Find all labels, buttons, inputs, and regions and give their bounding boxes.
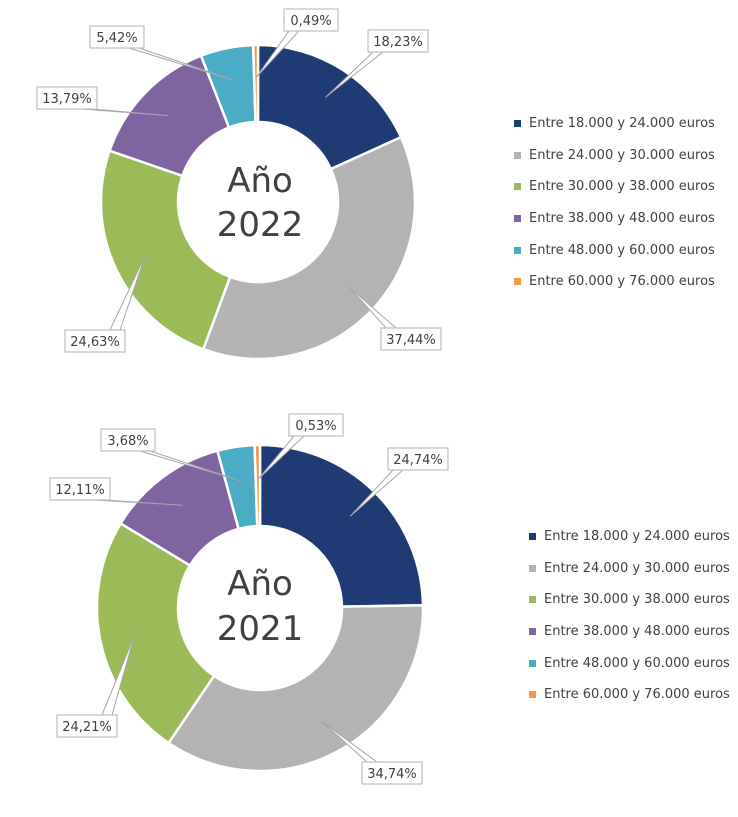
data-label: 34,74% bbox=[367, 767, 417, 782]
data-label: 0,49% bbox=[290, 14, 331, 29]
data-label: 37,44% bbox=[386, 333, 436, 348]
donut-slice bbox=[251, 43, 260, 124]
data-label: 18,23% bbox=[373, 35, 423, 50]
data-label-box bbox=[89, 25, 145, 49]
data-label-box bbox=[56, 714, 118, 738]
center-label-line2-2021: 2021 bbox=[217, 609, 304, 649]
legend-swatch bbox=[514, 215, 521, 223]
data-label-box bbox=[283, 8, 339, 32]
data-labels-2022: 18,23% 37,44% 24,63% 13,79% 5,42% 0,49% bbox=[36, 8, 442, 353]
legend-item: Entre 30.000 y 38.000 euros bbox=[514, 171, 715, 203]
data-label: 5,42% bbox=[96, 31, 137, 46]
legend-item: Entre 38.000 y 48.000 euros bbox=[529, 616, 730, 648]
legend-swatch bbox=[529, 596, 536, 604]
data-label: 13,79% bbox=[42, 92, 92, 107]
legend-item: Entre 48.000 y 60.000 euros bbox=[514, 234, 715, 266]
legend-swatch bbox=[529, 691, 536, 699]
donut-slice bbox=[201, 135, 417, 361]
legend-swatch bbox=[529, 659, 536, 667]
legend-item: Entre 60.000 y 76.000 euros bbox=[529, 679, 730, 711]
legend-swatch bbox=[529, 564, 536, 572]
data-label-box bbox=[367, 29, 429, 53]
data-label: 3,68% bbox=[107, 434, 148, 449]
donut-slice bbox=[99, 149, 232, 351]
legend-swatch bbox=[514, 246, 521, 254]
legend-swatch bbox=[529, 533, 536, 541]
data-label: 12,11% bbox=[55, 483, 105, 498]
legend-label: Entre 48.000 y 60.000 euros bbox=[544, 655, 730, 671]
legend-label: Entre 30.000 y 38.000 euros bbox=[544, 592, 730, 608]
data-label-box bbox=[100, 428, 156, 452]
data-label: 24,74% bbox=[393, 453, 443, 468]
data-label-box bbox=[49, 477, 111, 501]
donut-slice bbox=[166, 604, 425, 773]
legend-swatch bbox=[514, 151, 521, 159]
legend-item: Entre 60.000 y 76.000 euros bbox=[514, 266, 715, 298]
legend-label: Entre 48.000 y 60.000 euros bbox=[529, 242, 715, 258]
donut-slice bbox=[95, 521, 216, 745]
legend-label: Entre 18.000 y 24.000 euros bbox=[529, 116, 715, 132]
data-label-box bbox=[361, 761, 423, 785]
center-label-line1-2021: Año bbox=[227, 564, 293, 604]
legend-item: Entre 48.000 y 60.000 euros bbox=[529, 647, 730, 679]
legend-label: Entre 24.000 y 30.000 euros bbox=[529, 147, 715, 163]
center-label-line1-2022: Año bbox=[227, 161, 293, 201]
slices-2021 bbox=[95, 443, 425, 773]
legend-swatch bbox=[514, 183, 521, 191]
data-label: 24,63% bbox=[70, 335, 120, 350]
legend-label: Entre 60.000 y 76.000 euros bbox=[544, 687, 730, 703]
data-labels-2021: 24,74% 34,74% 24,21% 12,11% 3,68% 0,53% bbox=[49, 413, 449, 785]
legend-label: Entre 60.000 y 76.000 euros bbox=[529, 274, 715, 290]
data-label-box bbox=[64, 329, 126, 353]
legend-label: Entre 38.000 y 48.000 euros bbox=[529, 211, 715, 227]
donut-svg-2021: 24,74% 34,74% 24,21% 12,11% 3,68% 0,53% Año 2… bbox=[49, 413, 449, 785]
data-label-box bbox=[387, 447, 449, 471]
legend-item: Entre 24.000 y 30.000 euros bbox=[514, 140, 715, 172]
center-label-line2-2022: 2022 bbox=[217, 205, 304, 245]
legend-item: Entre 18.000 y 24.000 euros bbox=[529, 521, 730, 553]
legend-item: Entre 18.000 y 24.000 euros bbox=[514, 108, 715, 140]
data-label: 24,21% bbox=[62, 720, 112, 735]
legend-swatch bbox=[529, 628, 536, 636]
legend-swatch bbox=[514, 278, 521, 286]
legend-item: Entre 38.000 y 48.000 euros bbox=[514, 203, 715, 235]
legend-item: Entre 24.000 y 30.000 euros bbox=[529, 553, 730, 585]
donut-chart-2021: 24,74% 34,74% 24,21% 12,11% 3,68% 0,53% Año 2… bbox=[0, 400, 738, 817]
legend-label: Entre 24.000 y 30.000 euros bbox=[544, 560, 730, 576]
donut-slice bbox=[258, 443, 425, 608]
donut-svg-2022: 18,23% 37,44% 24,63% 13,79% 5,42% 0,49% Año 2… bbox=[36, 8, 442, 361]
donut-slice bbox=[253, 443, 262, 528]
legend-label: Entre 38.000 y 48.000 euros bbox=[544, 624, 730, 640]
data-label: 0,53% bbox=[295, 419, 336, 434]
legend-2021: Entre 18.000 y 24.000 euros Entre 24.000… bbox=[529, 521, 730, 711]
legend-label: Entre 30.000 y 38.000 euros bbox=[529, 179, 715, 195]
legend-label: Entre 18.000 y 24.000 euros bbox=[544, 529, 730, 545]
data-label-box bbox=[36, 86, 98, 110]
legend-item: Entre 30.000 y 38.000 euros bbox=[529, 584, 730, 616]
donut-chart-2022: 18,23% 37,44% 24,63% 13,79% 5,42% 0,49% Año 2… bbox=[0, 0, 738, 390]
donut-slice bbox=[256, 43, 403, 171]
data-label-box bbox=[288, 413, 344, 437]
legend-swatch bbox=[514, 120, 521, 128]
slices-2022 bbox=[99, 43, 417, 361]
data-label-box bbox=[380, 327, 442, 351]
legend-2022: Entre 18.000 y 24.000 euros Entre 24.000… bbox=[514, 108, 715, 298]
